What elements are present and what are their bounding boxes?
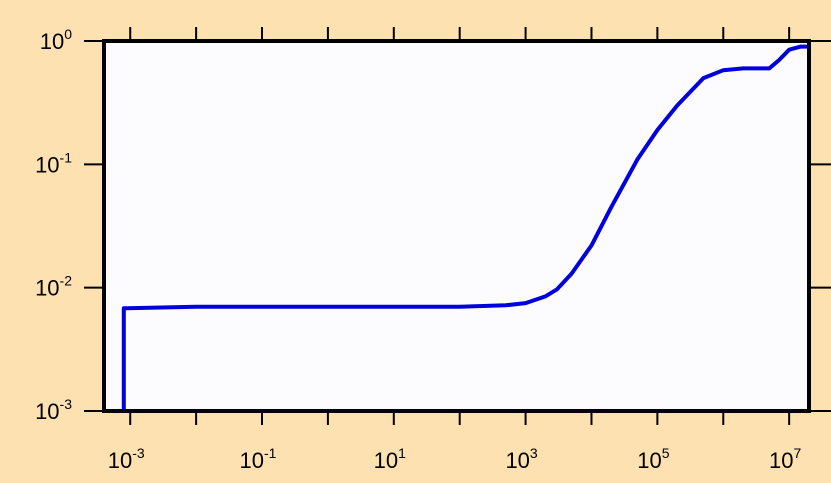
y-tick-label: 10-2 [35,273,72,301]
x-tick-label: 101 [374,445,406,473]
plot-background [104,41,809,411]
x-tick-label: 103 [505,445,537,473]
x-tick-label: 10-3 [108,445,145,473]
x-tick-label: 105 [637,445,669,473]
ticks-layer [84,27,831,425]
series-line [121,44,811,411]
x-tick-label: 10-1 [240,445,277,473]
labels-layer: 10-3 10-1 101 103 105 107 100 10-1 10-2 10-3 [35,26,801,473]
plot-frame [102,39,811,413]
y-tick-label: 10-1 [35,149,72,177]
y-tick-label: 100 [40,26,72,54]
x-tick-label: 107 [769,445,801,473]
y-tick-label: 10-3 [35,396,72,424]
